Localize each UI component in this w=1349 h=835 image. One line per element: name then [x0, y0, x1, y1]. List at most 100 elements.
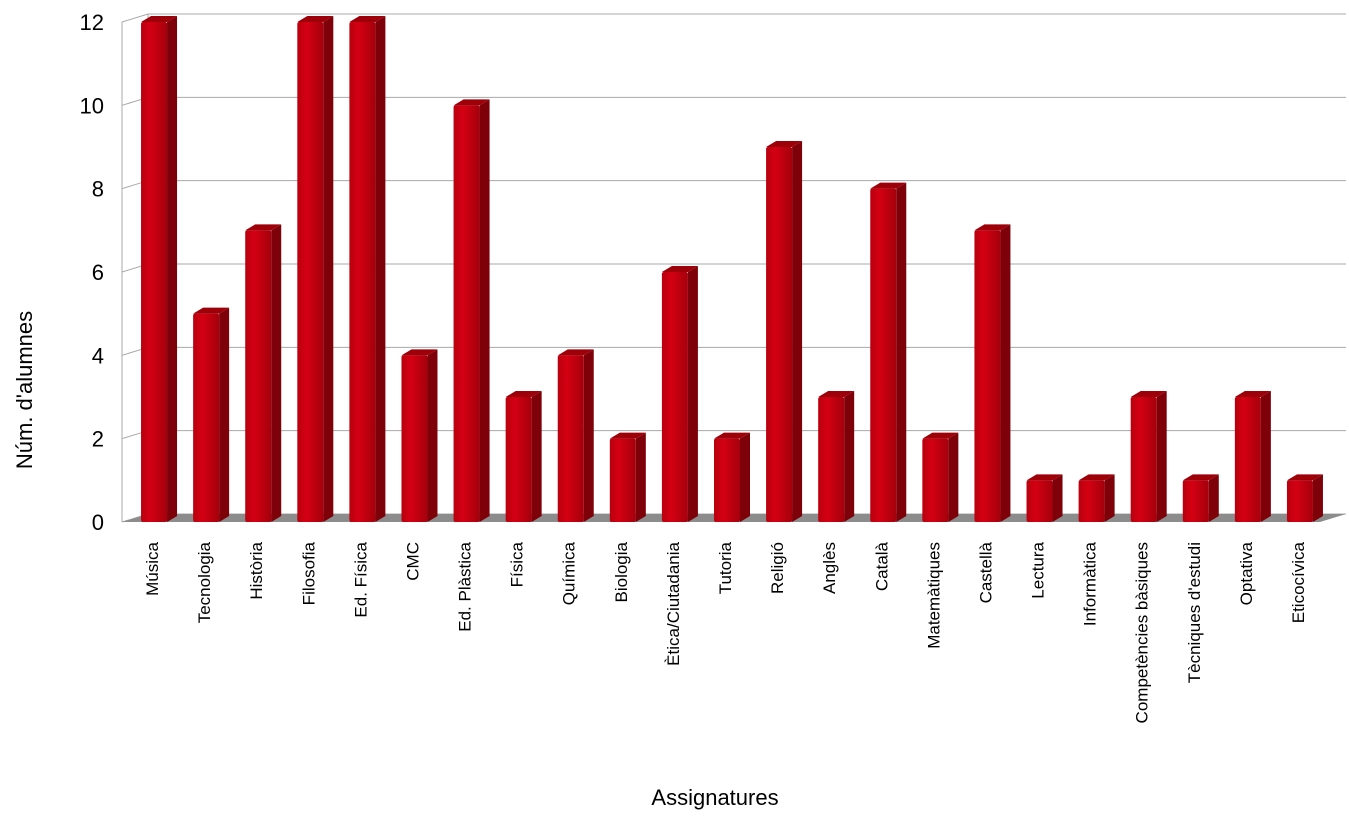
x-axis-title: Assignatures — [651, 785, 778, 810]
bar-side — [896, 182, 907, 522]
bar-front — [453, 105, 480, 522]
x-tick-label: Ed. Física — [351, 541, 370, 617]
x-tick-label: Física — [508, 541, 527, 587]
bar-front — [818, 397, 845, 522]
bar-side — [167, 16, 178, 522]
bar — [401, 349, 438, 522]
x-tick-labels: Música Tecnologia Història Filosofia Ed. Fís… — [143, 541, 1308, 723]
bar — [974, 224, 1011, 523]
bar — [818, 391, 855, 522]
bar-side — [323, 16, 334, 522]
y-tick-labels: 0 2 4 6 8 10 12 — [80, 10, 104, 535]
bar-top — [245, 224, 282, 231]
bar-front — [1078, 480, 1105, 522]
x-tick-label: Tècniques d'estudi — [1185, 542, 1204, 683]
x-tick-label: Eticocívica — [1289, 541, 1308, 623]
bar-side — [427, 349, 438, 522]
bar-front — [1130, 397, 1157, 522]
bar-top — [1182, 474, 1219, 481]
x-tick-label: Música — [143, 541, 162, 595]
bar-top — [1078, 474, 1115, 481]
bar-top — [1234, 391, 1271, 397]
bar-top — [141, 16, 178, 22]
bar — [1130, 391, 1167, 522]
bar-front — [401, 355, 428, 522]
bar-side — [583, 349, 594, 522]
bar — [245, 224, 282, 523]
x-tick-label: Informàtica — [1081, 541, 1100, 626]
bar-side — [1000, 224, 1011, 523]
y-tick-label: 8 — [92, 177, 104, 202]
bar — [349, 16, 386, 522]
bar-side — [271, 224, 282, 523]
bar-front — [141, 22, 168, 522]
bar-front — [557, 355, 584, 522]
x-tick-label: CMC — [403, 542, 422, 581]
bar-front — [766, 147, 793, 522]
bar-top — [557, 349, 594, 356]
bar-front — [297, 22, 324, 522]
bar — [505, 391, 542, 522]
bars — [141, 16, 1323, 523]
bar — [870, 182, 907, 522]
bar-side — [1104, 474, 1115, 522]
bar-side — [1312, 474, 1323, 522]
x-tick-label: Ètica/Ciutadania — [664, 541, 683, 665]
bar — [453, 99, 490, 522]
bar-front — [870, 188, 897, 522]
bar — [714, 432, 750, 522]
bar-side — [948, 432, 959, 522]
x-tick-label: Filosofia — [299, 541, 318, 605]
bar-side — [375, 16, 386, 522]
bar — [661, 266, 698, 522]
y-tick-label: 12 — [80, 10, 104, 35]
bar-side — [479, 99, 490, 522]
bar — [922, 432, 959, 522]
bar-side — [635, 432, 646, 522]
bar — [766, 141, 803, 522]
bar-top — [505, 391, 542, 397]
bar-top — [297, 16, 334, 22]
bar — [609, 432, 646, 522]
bar-front — [1234, 397, 1261, 522]
bar — [1286, 474, 1323, 522]
bar-top — [870, 182, 907, 189]
bar-front — [974, 230, 1001, 523]
bar-side — [1156, 391, 1167, 522]
bar-side — [687, 266, 698, 522]
x-tick-label: Lectura — [1029, 541, 1048, 598]
bar-front — [1026, 480, 1053, 522]
y-tick-label: 6 — [92, 260, 104, 285]
bar-side — [219, 307, 230, 522]
bar-top — [1026, 474, 1063, 481]
bar-side — [1052, 474, 1063, 522]
x-tick-label: Català — [872, 541, 891, 591]
bar-top — [609, 432, 646, 439]
bar — [1182, 474, 1219, 522]
y-tick-label: 2 — [92, 427, 104, 452]
bar-front — [193, 313, 220, 522]
y-tick-label: 0 — [92, 510, 104, 535]
bar-top — [349, 16, 386, 22]
x-tick-label: Anglès — [820, 542, 839, 594]
bar-top — [766, 141, 803, 147]
bar-top — [922, 432, 959, 439]
bar-top — [453, 99, 490, 106]
bar-side — [1208, 474, 1219, 522]
x-tick-label: Química — [560, 541, 579, 605]
bar-side — [792, 141, 803, 522]
bar — [297, 16, 334, 522]
gridline-depth — [121, 13, 149, 23]
x-tick-label: Matemàtiques — [924, 542, 943, 649]
y-tick-label: 4 — [92, 343, 104, 368]
bar-front — [714, 438, 740, 522]
bar-top — [401, 349, 438, 356]
bar-top — [714, 432, 750, 439]
y-axis-title: Núm. d'alumnes — [12, 311, 37, 469]
bar — [193, 307, 230, 522]
bar — [1026, 474, 1063, 522]
x-tick-label: Competències bàsiques — [1133, 542, 1152, 723]
bar-front — [661, 272, 688, 522]
bar-top — [1286, 474, 1323, 481]
bar-front — [1286, 480, 1313, 522]
